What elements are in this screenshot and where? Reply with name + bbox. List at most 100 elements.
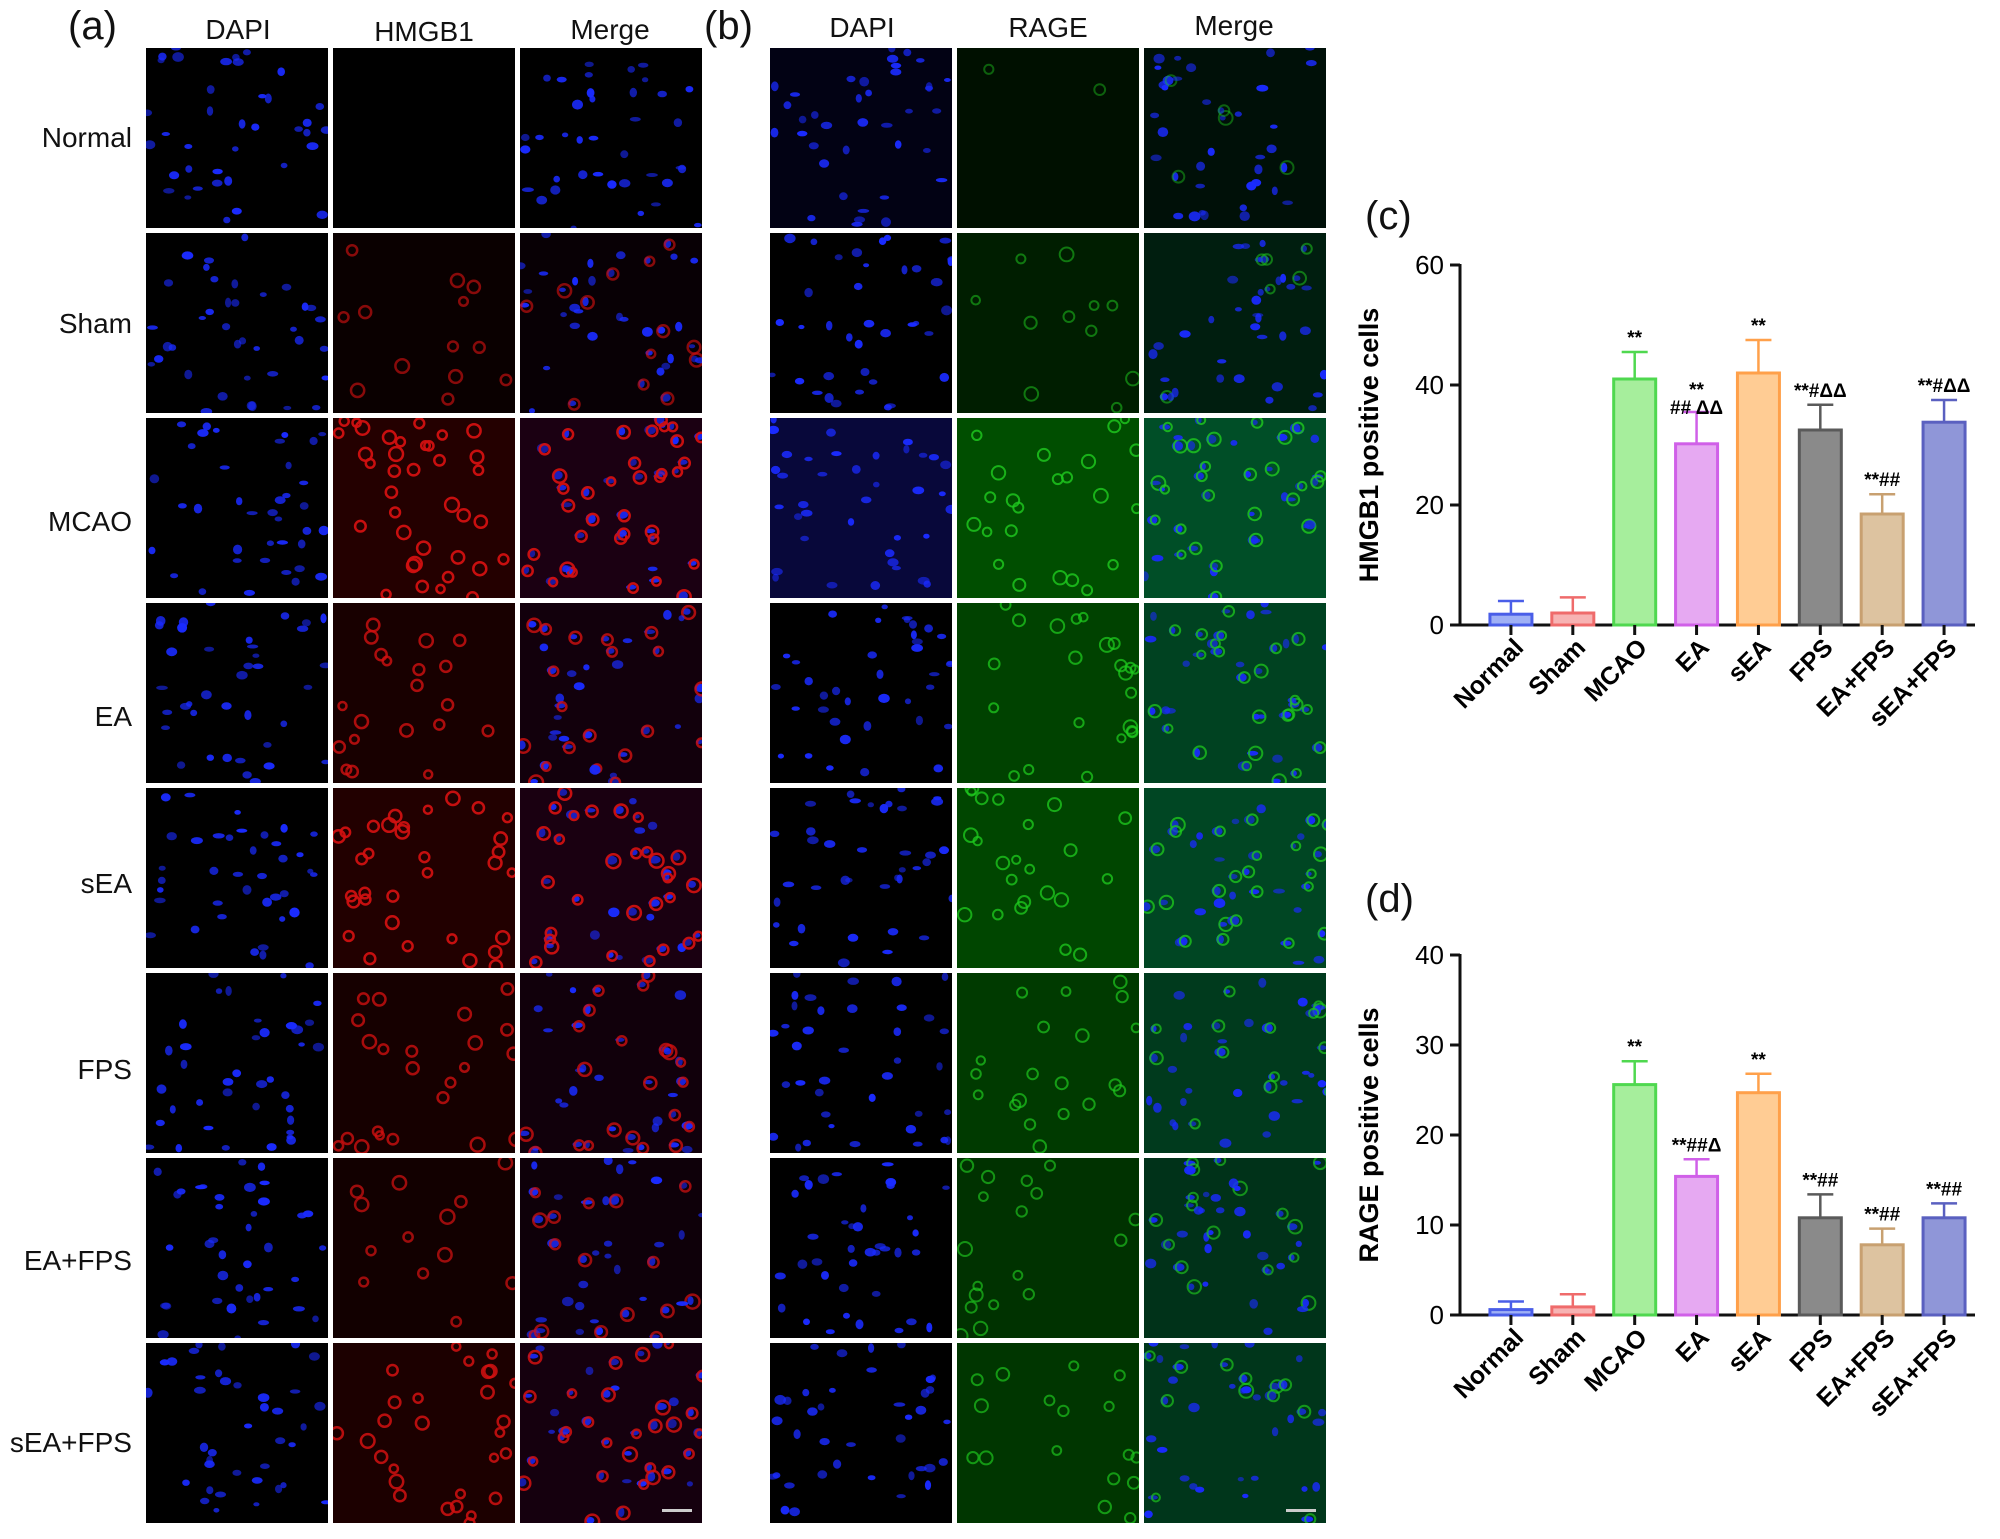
- panel-b-tile-r1-c3: [1144, 48, 1326, 228]
- panel-b-col-dapi: DAPI: [829, 12, 895, 43]
- row-label-ea-fps: EA+FPS: [23, 1245, 132, 1276]
- row-label-normal: Normal: [41, 122, 132, 153]
- chart-c-bar-4: [1674, 442, 1720, 627]
- chart-d-bar-5: [1735, 1091, 1781, 1317]
- panel-a-tile-r5-c3: [520, 788, 702, 968]
- scale-bar: [662, 1509, 692, 1512]
- chart-d-bar-3: [1612, 1083, 1658, 1317]
- panel-c-letter: (c): [1365, 194, 1412, 238]
- panel-b-tile-r7-c1: [770, 1158, 952, 1338]
- panel-b-tile-r5-c2: [957, 788, 1139, 968]
- chart-c-annotation-4: **: [1689, 380, 1704, 401]
- chart-d-bar-4: [1674, 1174, 1720, 1317]
- panel-a-tile-r5-c1: [146, 788, 328, 968]
- panel-b-tile-r4-c2: [957, 603, 1139, 783]
- panel-b-tile-r4-c3: [1144, 603, 1326, 783]
- chart-c-bar-7: [1859, 512, 1905, 627]
- panel-b-tile-r4-c1: [770, 603, 952, 783]
- chart-c-bar-6: [1797, 428, 1843, 627]
- chart-d-y-axis-label: RAGE positive cells: [1354, 1007, 1384, 1262]
- row-label-fps: FPS: [77, 1054, 132, 1085]
- panel-b-tile-r7-c2: [957, 1158, 1139, 1338]
- panel-a-tile-r1-c3: [520, 48, 702, 228]
- chart-c-y-tick-label: 60: [1415, 250, 1444, 280]
- panel-a-tile-r5-c2: [333, 788, 515, 968]
- panel-d-letter: (d): [1365, 877, 1414, 921]
- chart-d-x-tick-label: sEA: [1722, 1323, 1776, 1377]
- chart-c-x-tick-label: Sham: [1523, 633, 1591, 701]
- panel-b-tile-r8-c2: [957, 1343, 1139, 1523]
- chart-c-annotation-8: **#ΔΔ: [1918, 376, 1971, 397]
- chart-d-y-tick-label: 30: [1415, 1030, 1444, 1060]
- panel-a-tile-r1-c1: [146, 48, 328, 228]
- panel-a-tile-r7-c1: [146, 1158, 328, 1338]
- panel-b-tile-r3-c2: [957, 418, 1139, 598]
- chart-d-x-tick-label: FPS: [1784, 1323, 1838, 1377]
- chart-c-y-tick-label: 0: [1430, 610, 1444, 640]
- panel-a-tile-r7-c3: [520, 1158, 702, 1338]
- panel-a-tile-r3-c3: [520, 418, 702, 598]
- chart-d-x-tick-label: Normal: [1448, 1323, 1529, 1404]
- panel-a-tile-r4-c2: [333, 603, 515, 783]
- row-label-mcao: MCAO: [48, 506, 132, 537]
- chart-d-y-tick-label: 0: [1430, 1300, 1444, 1330]
- chart-d-bar-8: [1921, 1216, 1967, 1317]
- chart-d-bar-2: [1550, 1305, 1596, 1317]
- panel-a-col-merge: Merge: [570, 14, 650, 45]
- chart-d-annotation-6: **##: [1802, 1170, 1838, 1191]
- panel-b-micrograph-grid: [770, 48, 1326, 1532]
- chart-c-annotation-4: ## ΔΔ: [1670, 398, 1723, 419]
- panel-b-tile-r8-c3: [1144, 1343, 1326, 1523]
- chart-d-annotation-3: **: [1627, 1037, 1642, 1058]
- chart-d-x-tick-label: EA: [1670, 1323, 1714, 1367]
- chart-c-bar-2: [1550, 611, 1596, 627]
- chart-d-y-tick-label: 20: [1415, 1120, 1444, 1150]
- panel-a-tile-r2-c1: [146, 233, 328, 413]
- panel-b-tile-r7-c3: [1144, 1158, 1326, 1338]
- panel-a-letter: (a): [68, 4, 117, 48]
- chart-c-x-tick-label: sEA: [1722, 633, 1776, 687]
- chart-c-bar-8: [1921, 420, 1967, 627]
- chart-d-y-tick-label: 40: [1415, 940, 1444, 970]
- scale-bar: [1286, 1509, 1316, 1512]
- panel-a-tile-r6-c3: [520, 973, 702, 1153]
- chart-c-annotation-3: **: [1627, 328, 1642, 349]
- chart-c-annotation-7: **##: [1864, 470, 1900, 491]
- panel-a-tile-r7-c2: [333, 1158, 515, 1338]
- chart-d-y-tick-label: 10: [1415, 1210, 1444, 1240]
- chart-d-bar-7: [1859, 1243, 1905, 1317]
- panel-b-tile-r6-c1: [770, 973, 952, 1153]
- chart-d-annotation-5: **: [1751, 1050, 1766, 1071]
- panel-a-tile-r8-c2: [333, 1343, 515, 1523]
- panel-b-col-rage: RAGE: [1008, 12, 1088, 43]
- panel-b-letter: (b): [704, 4, 753, 48]
- chart-d-bar-1: [1488, 1308, 1534, 1317]
- panel-a-tile-r1-c2: [333, 48, 515, 228]
- chart-d-x-tick-label: MCAO: [1579, 1323, 1653, 1397]
- chart-c-bar-3: [1612, 377, 1658, 627]
- row-label-sham: Sham: [58, 308, 132, 339]
- panel-b-tile-r5-c1: [770, 788, 952, 968]
- panel-a-tile-r4-c1: [146, 603, 328, 783]
- chart-c-y-axis-label: HMGB1 positive cells: [1354, 308, 1384, 583]
- panel-b-tile-r3-c1: [770, 418, 952, 598]
- chart-c-bar-1: [1488, 612, 1534, 627]
- panel-b-tile-r1-c2: [957, 48, 1139, 228]
- panel-a-col-dapi: DAPI: [205, 14, 271, 45]
- panel-a-tile-r6-c1: [146, 973, 328, 1153]
- panel-a-tile-r8-c3: [520, 1343, 702, 1523]
- panel-a-tile-r6-c2: [333, 973, 515, 1153]
- panel-a-tile-r4-c3: [520, 603, 702, 783]
- chart-d-x-tick-label: Sham: [1523, 1323, 1591, 1391]
- chart-d-annotation-4: **##Δ: [1672, 1135, 1722, 1156]
- panel-b-tile-r5-c3: [1144, 788, 1326, 968]
- panel-b-tile-r2-c3: [1144, 233, 1326, 413]
- panel-b-tile-r2-c1: [770, 233, 952, 413]
- chart-d-bar-6: [1797, 1216, 1843, 1317]
- panel-b-tile-r1-c1: [770, 48, 952, 228]
- chart-c-x-tick-label: EA: [1670, 633, 1714, 677]
- chart-c-x-tick-label: MCAO: [1579, 633, 1653, 707]
- chart-c-x-tick-label: Normal: [1448, 633, 1529, 714]
